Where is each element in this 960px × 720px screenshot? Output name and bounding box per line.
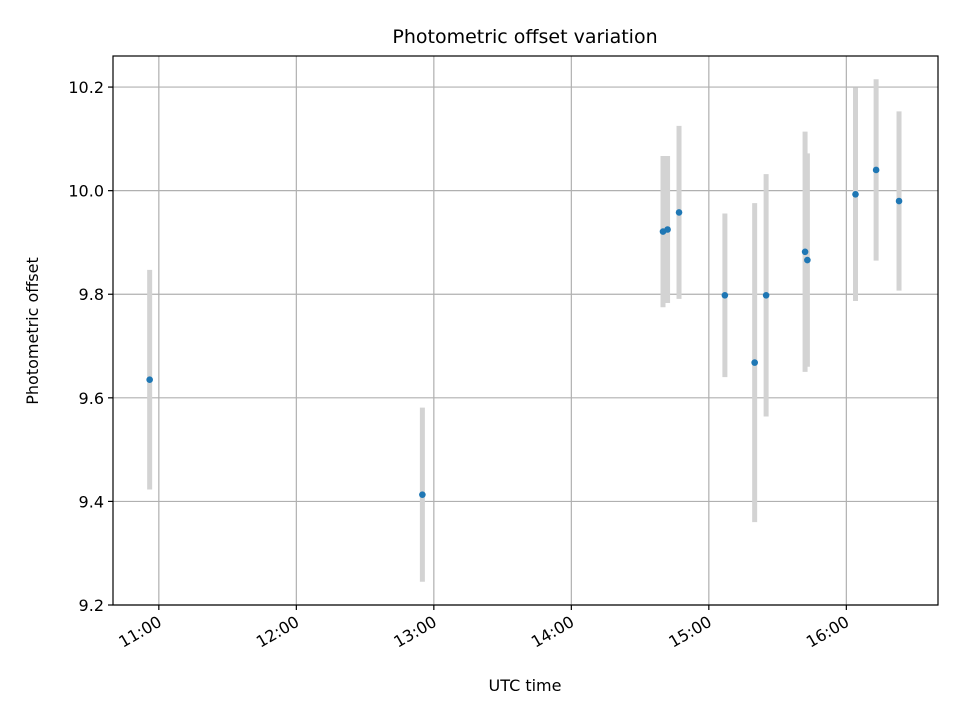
plot-frame <box>112 55 939 606</box>
data-point <box>664 226 671 233</box>
data-point <box>895 197 903 205</box>
data-point <box>751 359 758 366</box>
data-point <box>872 166 880 174</box>
data-point <box>721 291 729 299</box>
y-axis-ticks: 9.2 9.4 9.6 9.8 10.0 10.2 <box>68 78 113 615</box>
y-tick-label: 9.8 <box>79 285 104 304</box>
data-point <box>146 376 153 384</box>
data-points <box>146 166 903 498</box>
data-point <box>801 248 809 256</box>
y-tick-label: 10.0 <box>68 182 104 201</box>
data-point <box>852 190 859 198</box>
chart-title: Photometric offset variation <box>392 26 657 48</box>
data-point <box>419 491 426 498</box>
y-tick-label: 9.4 <box>79 492 104 511</box>
y-tick-label: 9.6 <box>79 389 104 408</box>
y-tick-label: 9.2 <box>79 596 104 615</box>
y-tick-label: 10.2 <box>68 78 104 97</box>
y-axis-title: Photometric offset <box>23 257 42 405</box>
data-point <box>804 256 811 264</box>
data-point <box>762 291 770 299</box>
x-axis-title: UTC time <box>489 676 562 695</box>
data-point <box>675 209 683 216</box>
